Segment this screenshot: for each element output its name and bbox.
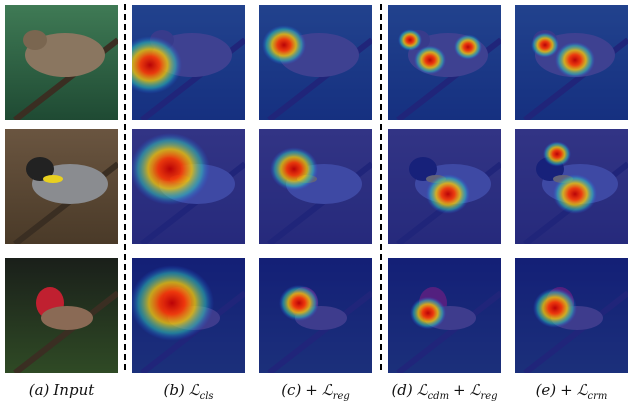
caption-text: (b) — [163, 381, 184, 399]
caption-text: ℒ — [417, 381, 428, 399]
image-cell — [515, 258, 628, 373]
caption-part: ℒcrm — [577, 381, 608, 399]
caption: (d)ℒcdm+ℒreg — [382, 381, 508, 402]
image-cell — [388, 5, 501, 120]
heatmap-blob — [262, 25, 306, 65]
image-cell — [118, 5, 245, 120]
caption-text: (d) — [391, 381, 412, 399]
image-cell — [515, 5, 628, 120]
caption-text: ℒ — [577, 381, 588, 399]
image-cell — [130, 129, 245, 244]
heatmap-blob — [130, 265, 214, 341]
image-grid — [0, 0, 631, 378]
image — [388, 5, 501, 120]
caption-part: (b) — [163, 381, 184, 399]
image — [130, 258, 245, 373]
caption-text: + — [305, 381, 318, 399]
image — [515, 129, 628, 244]
heatmap-blob — [531, 32, 559, 57]
caption-part: + — [453, 381, 466, 399]
heatmap-blob — [543, 141, 571, 166]
caption-part: ℒcdm — [417, 381, 449, 399]
bird — [41, 306, 93, 330]
caption-part: (c) — [281, 381, 301, 399]
caption-subscript: cls — [200, 391, 214, 402]
image-cell — [388, 129, 501, 244]
caption-text: Input — [53, 381, 94, 399]
caption: (b) ℒcls — [126, 381, 252, 402]
caption-part: ℒreg — [470, 381, 498, 399]
caption-subscript: reg — [480, 391, 497, 402]
image — [5, 258, 118, 373]
caption-part: ℒcls — [189, 381, 214, 399]
image-cell — [515, 129, 628, 244]
caption-text: + — [560, 381, 573, 399]
bird — [43, 175, 63, 183]
image — [5, 5, 118, 120]
image — [388, 129, 501, 244]
figure: (a)Input(b)ℒcls(c)+ℒreg(d)ℒcdm+ℒreg(e)+ℒ… — [0, 0, 631, 408]
image-cell — [5, 129, 118, 244]
image — [118, 5, 245, 120]
heatmap-blob — [555, 42, 595, 78]
caption: (a)Input — [0, 381, 125, 399]
image-cell — [388, 258, 501, 373]
heatmap-blob — [398, 29, 422, 51]
caption-part: + — [560, 381, 573, 399]
image — [259, 258, 372, 373]
image-cell — [259, 129, 372, 244]
caption-text: (e) — [536, 381, 557, 399]
image-cell — [259, 5, 372, 120]
caption-part: (e) — [536, 381, 557, 399]
caption-subscript: crm — [588, 391, 608, 402]
caption-text: + — [453, 381, 466, 399]
caption-part: (a) — [29, 381, 50, 399]
caption-text: ℒ — [189, 381, 200, 399]
heatmap-blob — [533, 288, 577, 328]
heatmap-blob — [414, 46, 446, 75]
heatmap-blob — [426, 174, 470, 214]
heatmap-blob — [410, 297, 446, 329]
image — [388, 258, 501, 373]
image-cell — [5, 5, 118, 120]
image-cell — [130, 258, 245, 373]
image — [515, 258, 628, 373]
heatmap-blob — [279, 285, 319, 321]
image-cell — [259, 258, 372, 373]
caption-text: (a) — [29, 381, 50, 399]
caption: (e)+ℒcrm — [509, 381, 631, 402]
caption-text: ℒ — [470, 381, 481, 399]
image — [259, 129, 372, 244]
caption-part: Input — [53, 381, 94, 399]
bird — [23, 30, 47, 50]
caption-part: (d) — [391, 381, 412, 399]
heatmap-blob — [270, 147, 318, 190]
image — [515, 5, 628, 120]
heatmap-blob — [118, 36, 182, 94]
image-cell — [5, 258, 118, 373]
heatmap-blob — [454, 34, 482, 59]
image — [259, 5, 372, 120]
caption-part: + — [305, 381, 318, 399]
heatmap-blob — [553, 174, 597, 214]
image — [5, 129, 118, 244]
caption-part: ℒreg — [322, 381, 350, 399]
caption: (c)+ℒreg — [253, 381, 379, 402]
heatmap-base — [259, 258, 372, 373]
caption-text: (c) — [281, 381, 301, 399]
caption-subscript: cdm — [428, 391, 449, 402]
image — [130, 129, 245, 244]
caption-subscript: reg — [333, 391, 350, 402]
heatmap-base — [259, 129, 372, 244]
heatmap-blob — [130, 133, 210, 205]
caption-text: ℒ — [322, 381, 333, 399]
